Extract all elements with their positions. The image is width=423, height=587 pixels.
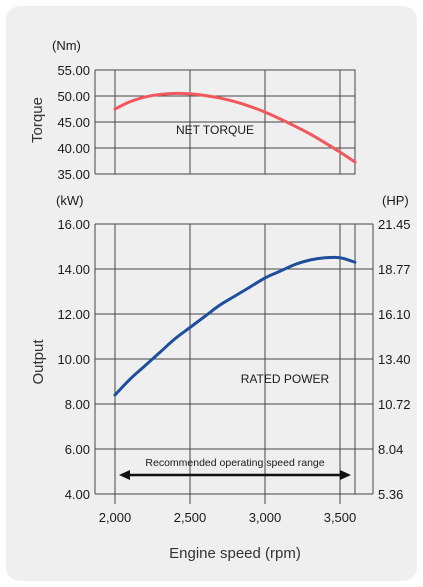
right-tick-label: 21.45: [378, 217, 411, 232]
torque-axis-label: Torque: [29, 97, 46, 143]
hp-unit-label: (HP): [382, 193, 409, 208]
output-y-ticks-right: 21.45 18.77 16.10 13.40 10.72 8.04 5.36: [355, 217, 411, 502]
y-tick-label: 4.00: [65, 487, 90, 502]
output-series-line: [113, 255, 357, 397]
range-arrow-head-right: [340, 470, 351, 480]
net-torque-annotation: NET TORQUE: [176, 123, 254, 137]
y-tick-label: 14.00: [57, 262, 90, 277]
output-axis-label: Output: [30, 339, 47, 385]
y-tick-label: 45.00: [57, 115, 90, 130]
y-tick-label: 50.00: [57, 89, 90, 104]
y-tick-label: 16.00: [57, 217, 90, 232]
chart-card: [6, 6, 417, 581]
rated-power-annotation: RATED POWER: [241, 372, 330, 386]
y-tick-label: 35.00: [57, 167, 90, 182]
x-tick-label: 2,000: [99, 510, 132, 525]
right-tick-label: 13.40: [378, 352, 411, 367]
right-tick-label: 5.36: [378, 487, 403, 502]
y-tick-label: 55.00: [57, 63, 90, 78]
x-tick-label: 3,000: [249, 510, 282, 525]
y-tick-label: 6.00: [65, 442, 90, 457]
y-tick-label: 12.00: [57, 307, 90, 322]
output-panel: 16.00 14.00 12.00 10.00 8.00 6.00 4.00 21.45 18…: [30, 193, 411, 562]
right-tick-label: 18.77: [378, 262, 411, 277]
x-tick-label: 3,500: [324, 510, 357, 525]
output-y-ticks-left: 16.00 14.00 12.00 10.00 8.00 6.00 4.00: [57, 217, 115, 502]
right-tick-label: 10.72: [378, 397, 411, 412]
torque-series-line: [113, 91, 357, 164]
range-arrow-head-left: [119, 470, 130, 480]
y-tick-label: 40.00: [57, 141, 90, 156]
torque-unit-label: (Nm): [52, 38, 81, 53]
torque-y-ticks: 55.00 50.00 45.00 40.00 35.00: [57, 63, 115, 182]
recommended-range-arrow: Recommended operating speed range: [119, 457, 351, 480]
output-vertical-grid: [189, 224, 341, 494]
output-horizontal-grid: [115, 223, 355, 495]
right-tick-label: 8.04: [378, 442, 403, 457]
right-tick-label: 16.10: [378, 307, 411, 322]
x-axis-label: Engine speed (rpm): [169, 545, 301, 562]
y-tick-label: 10.00: [57, 352, 90, 367]
torque-panel: 55.00 50.00 45.00 40.00 35.00 (Nm) Torque NE…: [29, 38, 357, 182]
torque-vertical-grid: [189, 70, 341, 174]
y-tick-label: 8.00: [65, 397, 90, 412]
output-x-ticks: 2,000 2,500 3,000 3,500: [99, 494, 357, 525]
torque-horizontal-grid: [115, 69, 355, 175]
range-label: Recommended operating speed range: [145, 457, 324, 469]
kw-unit-label: (kW): [56, 193, 83, 208]
x-tick-label: 2,500: [174, 510, 207, 525]
